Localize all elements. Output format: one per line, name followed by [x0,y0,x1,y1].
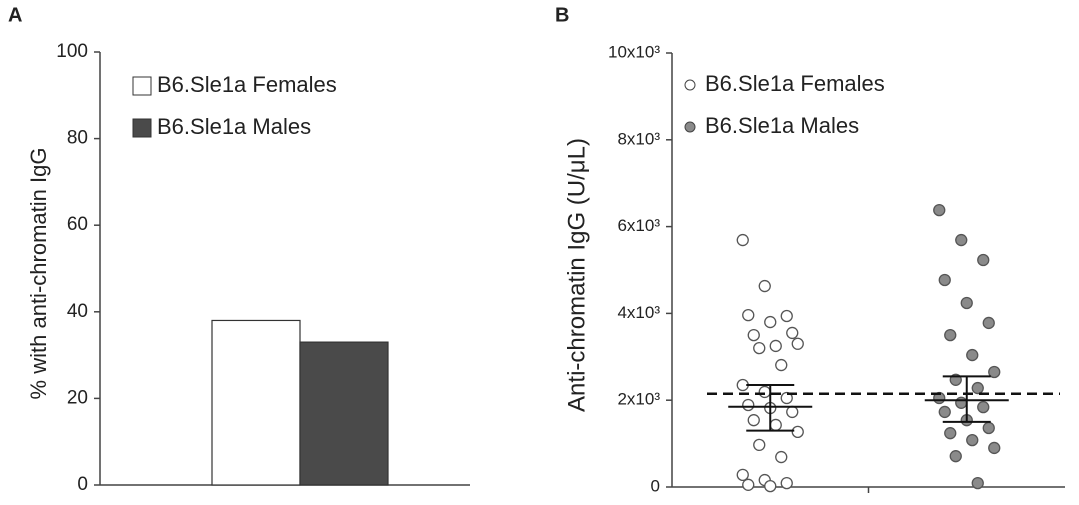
data-point [742,398,755,412]
data-point [955,396,968,409]
y-tick-label: 10x10³ [608,42,660,61]
legend-label: B6.Sle1a Females [157,72,337,97]
data-point [753,341,766,355]
y-tick-label: 8x10³ [617,129,660,148]
data-point [955,233,968,247]
y-tick-label: 80 [67,128,88,149]
y-axis-label: % with anti-chromatin IgG [26,148,51,400]
data-point [971,476,984,490]
legend-swatch [684,121,696,133]
data-point [960,296,973,310]
data-point [949,450,962,463]
legend-label: B6.Sle1a Females [705,71,885,96]
data-point [736,468,749,481]
legend-label: B6.Sle1a Males [157,114,311,139]
legend-swatch [132,118,152,138]
data-point [977,253,990,267]
data-point [966,348,979,362]
data-point [791,425,804,439]
data-point [944,328,957,342]
data-point [988,365,1001,379]
data-point [988,441,1001,455]
bar [299,341,389,486]
data-point [982,316,995,330]
data-point [775,358,788,372]
data-point [938,405,951,419]
panel-letter: A [8,4,22,26]
data-point [982,421,995,435]
y-axis-label: Anti-chromatin IgG (U/μL) [563,138,590,412]
y-tick-label: 4x10³ [617,303,660,322]
y-tick-label: 6x10³ [617,216,660,235]
data-point [780,391,793,405]
legend-label: B6.Sle1a Males [705,113,859,138]
data-point [769,418,782,432]
data-point [747,328,760,342]
y-tick-label: 100 [56,41,88,62]
legend-swatch [132,76,152,96]
data-point [933,203,946,217]
data-point [742,478,755,491]
data-point [977,400,990,414]
data-point [758,279,771,293]
data-point [747,414,760,427]
data-point [742,308,755,322]
data-point [944,427,957,440]
data-point [775,450,788,464]
data-point [780,476,793,490]
data-point [753,438,766,452]
data-point [758,385,771,399]
data-point [966,433,979,447]
data-point [736,233,749,247]
data-point [786,405,799,419]
data-point [764,315,777,329]
data-point [786,326,799,340]
legend-swatch [684,79,696,91]
y-tick-label: 20 [67,387,88,408]
data-point [764,479,777,493]
bar [211,319,301,486]
y-tick-label: 0 [651,476,660,495]
panel-letter: B [555,4,569,26]
data-point [938,273,951,287]
y-tick-label: 2x10³ [617,390,660,409]
data-point [769,339,782,353]
y-tick-label: 0 [77,474,88,495]
y-tick-label: 40 [67,301,88,322]
data-point [791,337,804,350]
data-point [971,381,984,395]
y-tick-label: 60 [67,214,88,235]
data-point [780,309,793,323]
